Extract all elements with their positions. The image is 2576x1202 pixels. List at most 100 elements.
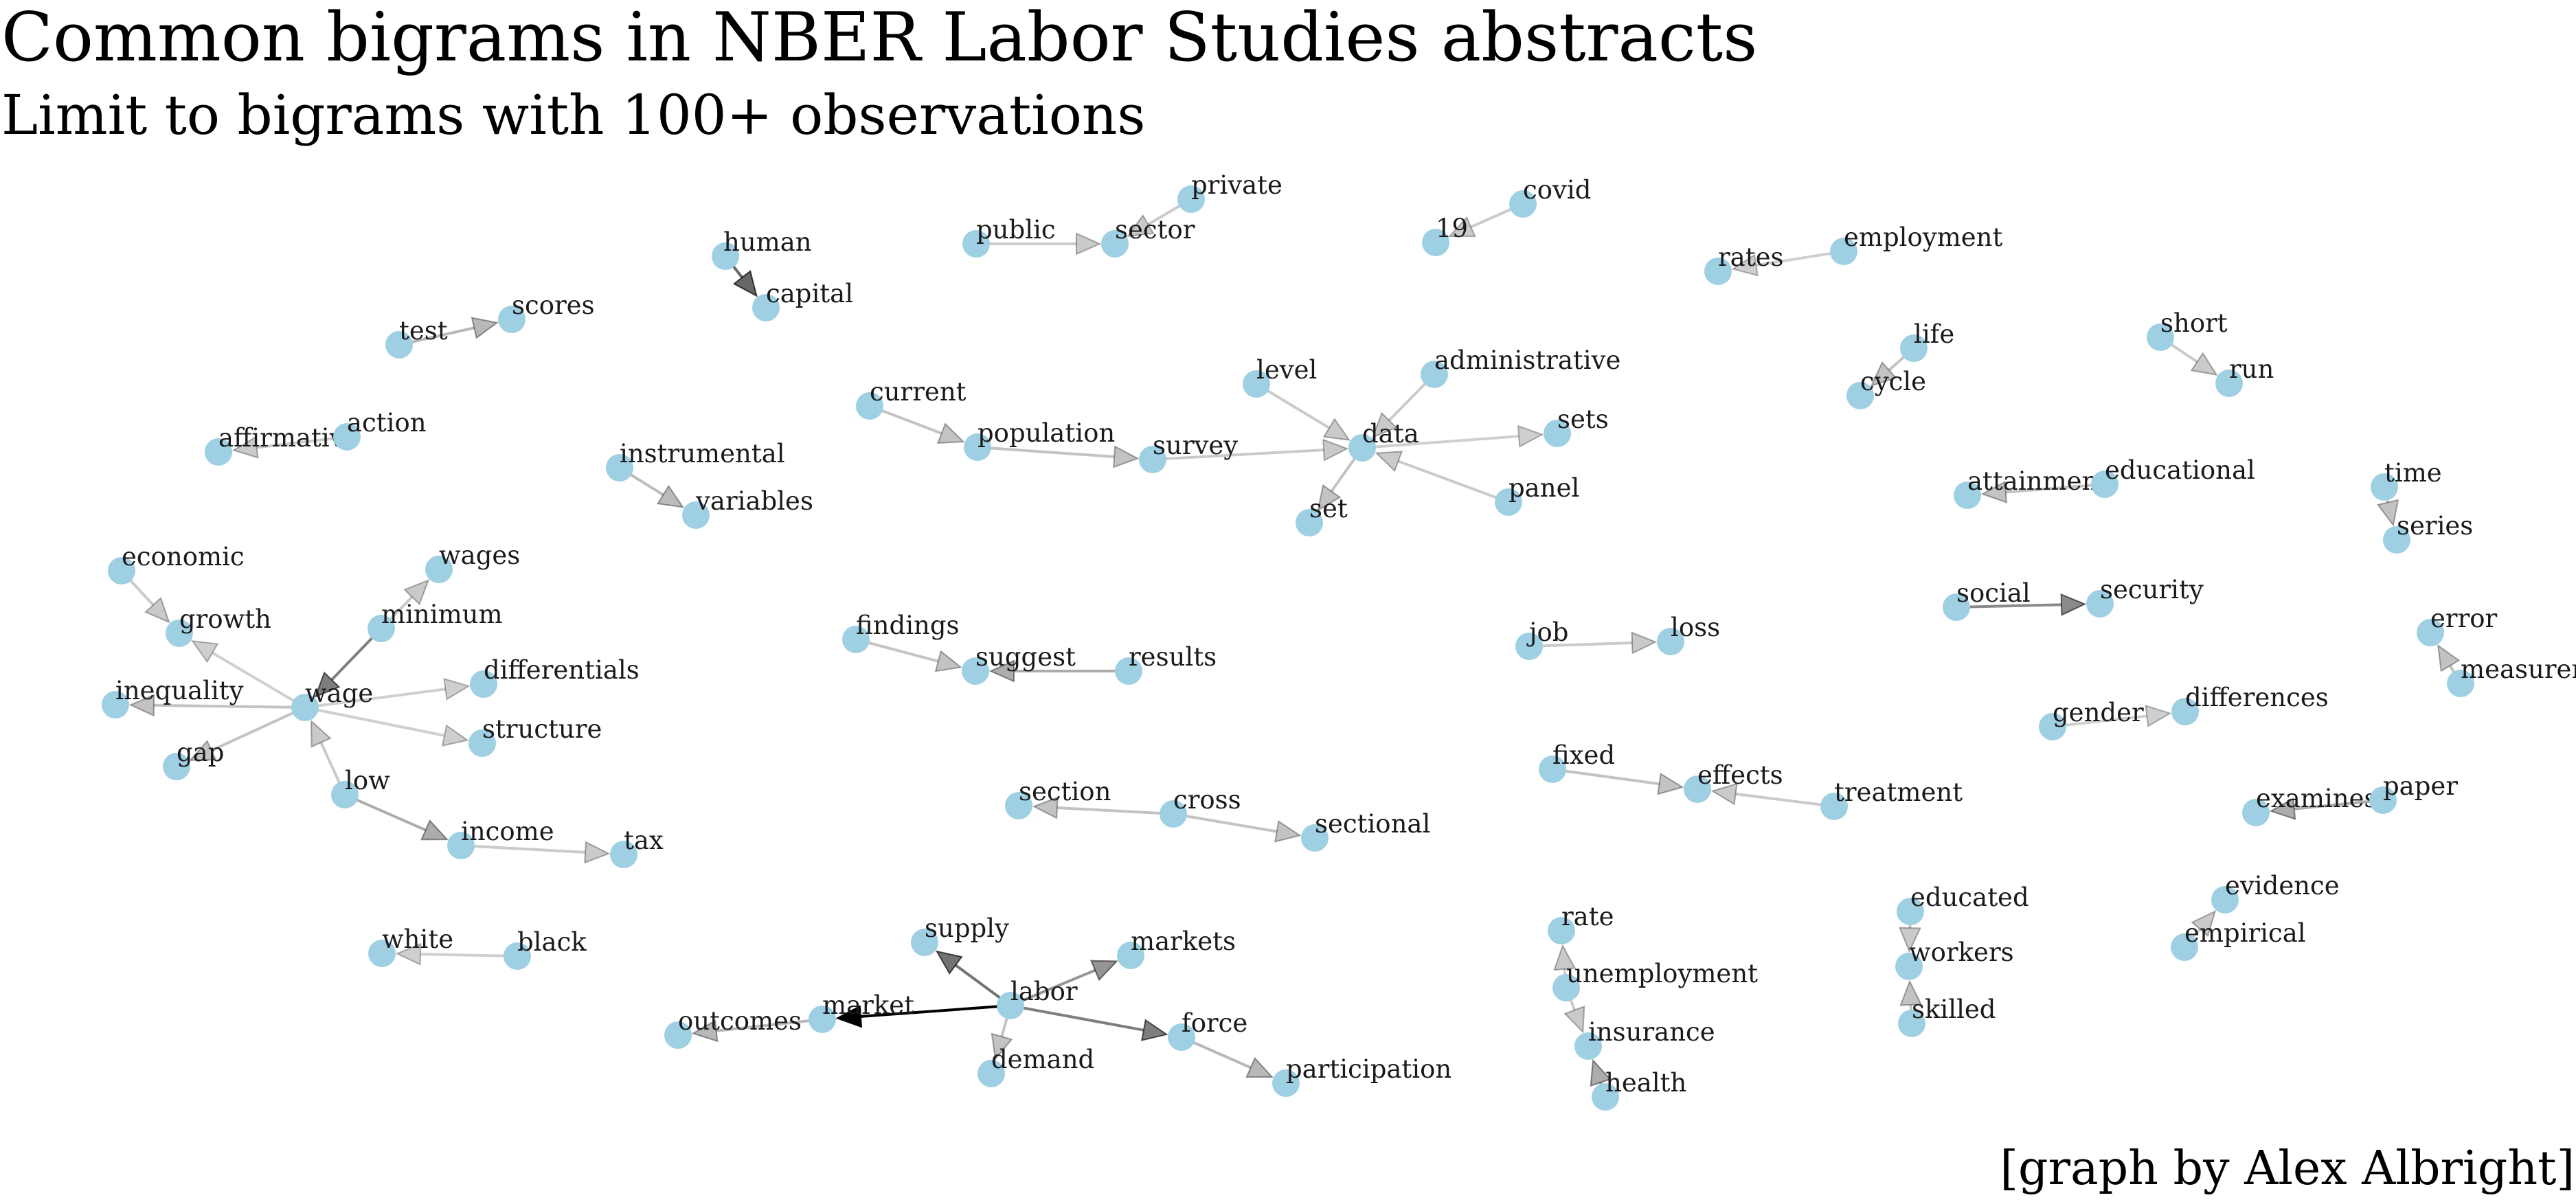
graph-credit: [graph by Alex Albright]	[2000, 1142, 2575, 1196]
edge-line	[256, 435, 348, 449]
edge-line	[2294, 799, 2384, 810]
node-label: rates	[1718, 242, 1784, 272]
node-dot	[1101, 230, 1129, 258]
edge-public-sector	[976, 232, 1102, 256]
node-section: section	[1005, 777, 1111, 819]
node-educational: educational	[2091, 455, 2255, 498]
edge-arrowhead	[1870, 361, 1897, 387]
node-dot	[856, 392, 883, 420]
edge-line	[1397, 460, 1509, 503]
node-dot	[1544, 420, 1571, 447]
node-label: sets	[1557, 405, 1609, 434]
node-dot	[1495, 488, 1522, 516]
edge-wage-differentials	[304, 677, 471, 709]
edge-arrowhead	[231, 435, 259, 459]
node-label: gender	[2053, 698, 2144, 727]
node-dot	[1005, 792, 1032, 819]
node-low: low	[331, 766, 390, 808]
node-label: measurement	[2461, 655, 2576, 684]
node-gap: gap	[163, 738, 224, 780]
node-label: social	[1956, 578, 2031, 608]
node-label: educated	[1910, 883, 2029, 912]
node-label: health	[1605, 1068, 1686, 1098]
node-dot	[331, 781, 359, 808]
node-rates: rates	[1704, 242, 1784, 285]
edge-line	[1255, 383, 1331, 429]
node-dot	[1846, 382, 1874, 409]
node-dot	[1900, 334, 1928, 362]
node-panel: panel	[1495, 473, 1579, 516]
node-differences: differences	[2171, 683, 2329, 725]
node-evidence: evidence	[2211, 871, 2340, 914]
node-wage: wage	[291, 679, 373, 721]
node-unemployment: unemployment	[1552, 959, 1758, 1001]
node-suggest: suggest	[962, 642, 1076, 685]
node-label: markets	[1131, 927, 1236, 956]
node-dot	[291, 694, 319, 721]
node-dot	[1243, 370, 1270, 398]
node-label: test	[399, 316, 448, 345]
node-effects: effects	[1684, 760, 1783, 803]
node-label: inequality	[115, 676, 244, 705]
edge-line	[716, 1018, 823, 1032]
node-error: error	[2417, 604, 2498, 646]
node-dot	[1348, 434, 1376, 462]
node-label: income	[461, 817, 554, 846]
node-label: educational	[2105, 455, 2255, 485]
edge-arrowhead	[1076, 232, 1102, 256]
node-dot	[1117, 942, 1144, 969]
edge-arrowhead	[935, 950, 963, 975]
node-structure: structure	[468, 714, 602, 757]
node-level: level	[1243, 355, 1317, 398]
edge-arrowhead	[732, 269, 758, 297]
node-label: gap	[177, 738, 224, 767]
edge-arrowhead	[2145, 705, 2172, 727]
node-dot	[102, 691, 129, 718]
nodes-layer: human capital public sector private covid 19 ra…	[102, 170, 2576, 1111]
node-label: private	[1191, 170, 1283, 200]
edge-line	[211, 706, 306, 752]
node-label: evidence	[2225, 871, 2340, 900]
node-dot	[2171, 933, 2198, 961]
edge-arrowhead	[2060, 593, 2087, 616]
node-label: sector	[1115, 215, 1195, 245]
edge-arrowhead	[403, 578, 430, 606]
edge-arrowhead	[1126, 214, 1155, 238]
edge-line	[1735, 792, 1835, 808]
node-label: supply	[925, 914, 1009, 943]
node-dot	[1548, 917, 1575, 944]
node-dot	[997, 992, 1024, 1019]
node-dot	[468, 729, 496, 757]
node-social: social	[1943, 578, 2031, 621]
node-dot	[1684, 775, 1711, 803]
node-dot	[962, 657, 989, 685]
node-label: panel	[1509, 473, 1579, 503]
edge-labor-markets	[1010, 960, 1118, 1007]
node-capital: capital	[752, 279, 853, 321]
node-dot	[1421, 361, 1448, 388]
edge-wage-growth	[190, 639, 306, 709]
edge-force-participation	[1181, 1036, 1274, 1078]
edge-line	[2005, 483, 2105, 494]
edge-results-suggest	[988, 659, 1129, 683]
node-label: set	[1309, 494, 1348, 523]
node-treatment: treatment	[1820, 778, 1963, 820]
node-label: section	[1019, 777, 1111, 806]
edge-wage-gap	[188, 706, 306, 761]
node-measurement: measurement	[2447, 655, 2576, 697]
node-dot	[978, 1060, 1005, 1087]
node-label: economic	[122, 542, 245, 571]
node-label: covid	[1523, 175, 1591, 205]
edge-arrowhead	[835, 1005, 863, 1028]
node-label: insurance	[1588, 1017, 1715, 1047]
edge-data-sets	[1362, 424, 1544, 449]
node-dot	[911, 929, 938, 956]
node-dot	[2369, 786, 2397, 814]
node-force: force	[1168, 1008, 1247, 1051]
edge-arrowhead	[1517, 424, 1544, 448]
edge-line	[2052, 714, 2147, 728]
node-dot	[664, 1021, 692, 1049]
edge-arrowhead	[2376, 499, 2399, 527]
edge-arrowhead	[395, 942, 422, 966]
node-dot	[1552, 974, 1580, 1001]
